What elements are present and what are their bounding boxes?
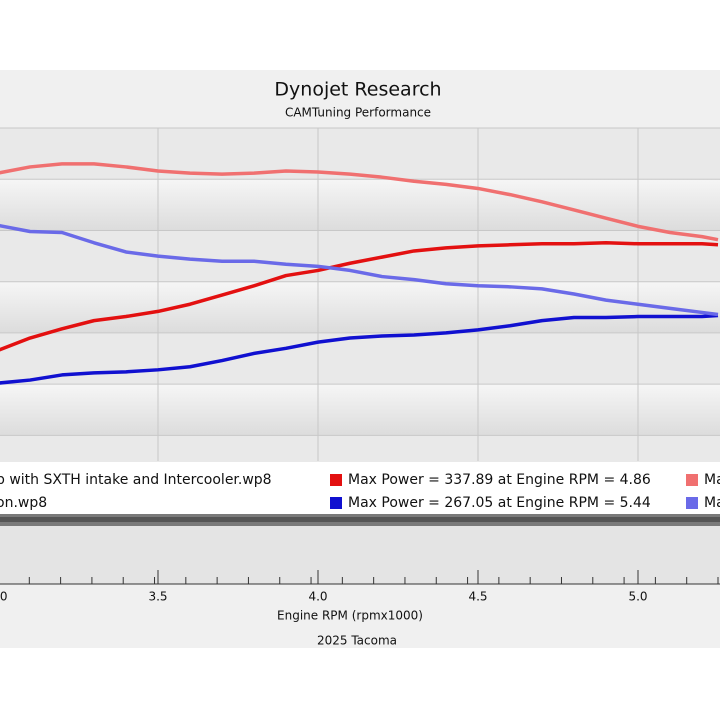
legend-entry: Max Power = 337.89 at Engine RPM = 4.86 [348, 472, 651, 488]
data-line [0, 241, 719, 352]
data-line [0, 313, 719, 385]
x-tick-label: 5.0 [628, 590, 647, 604]
chart-subtitle: CAMTuning Performance [285, 106, 431, 120]
legend-swatch [330, 497, 342, 509]
chart-title: Dynojet Research [274, 79, 441, 101]
legend-panel [0, 462, 720, 514]
legend-entry: Ma [704, 495, 720, 511]
scrollbar-thumb [0, 517, 720, 522]
x-axis-label: Engine RPM (rpmx1000) [277, 609, 423, 623]
legend-swatch [686, 497, 698, 509]
x-tick-label: 3.5 [148, 590, 167, 604]
legend-file: p with SXTH intake and Intercooler.wp8 [0, 472, 272, 488]
legend-swatch [330, 474, 342, 486]
x-tick-label: 3.0 [0, 590, 8, 604]
grid-band [0, 179, 720, 231]
legend-file: on.wp8 [0, 495, 47, 511]
overview-panel [0, 526, 720, 584]
grid-band [0, 281, 720, 333]
x-tick-label: 4.5 [468, 590, 487, 604]
data-line [0, 223, 719, 317]
legend-swatch [686, 474, 698, 486]
footer: 2025 Tacoma [317, 634, 397, 648]
grid-band [0, 384, 720, 436]
legend-entry: Max Power = 267.05 at Engine RPM = 5.44 [348, 495, 651, 511]
legend-entry: Ma [704, 472, 720, 488]
x-tick-label: 4.0 [308, 590, 327, 604]
data-line [0, 162, 719, 242]
